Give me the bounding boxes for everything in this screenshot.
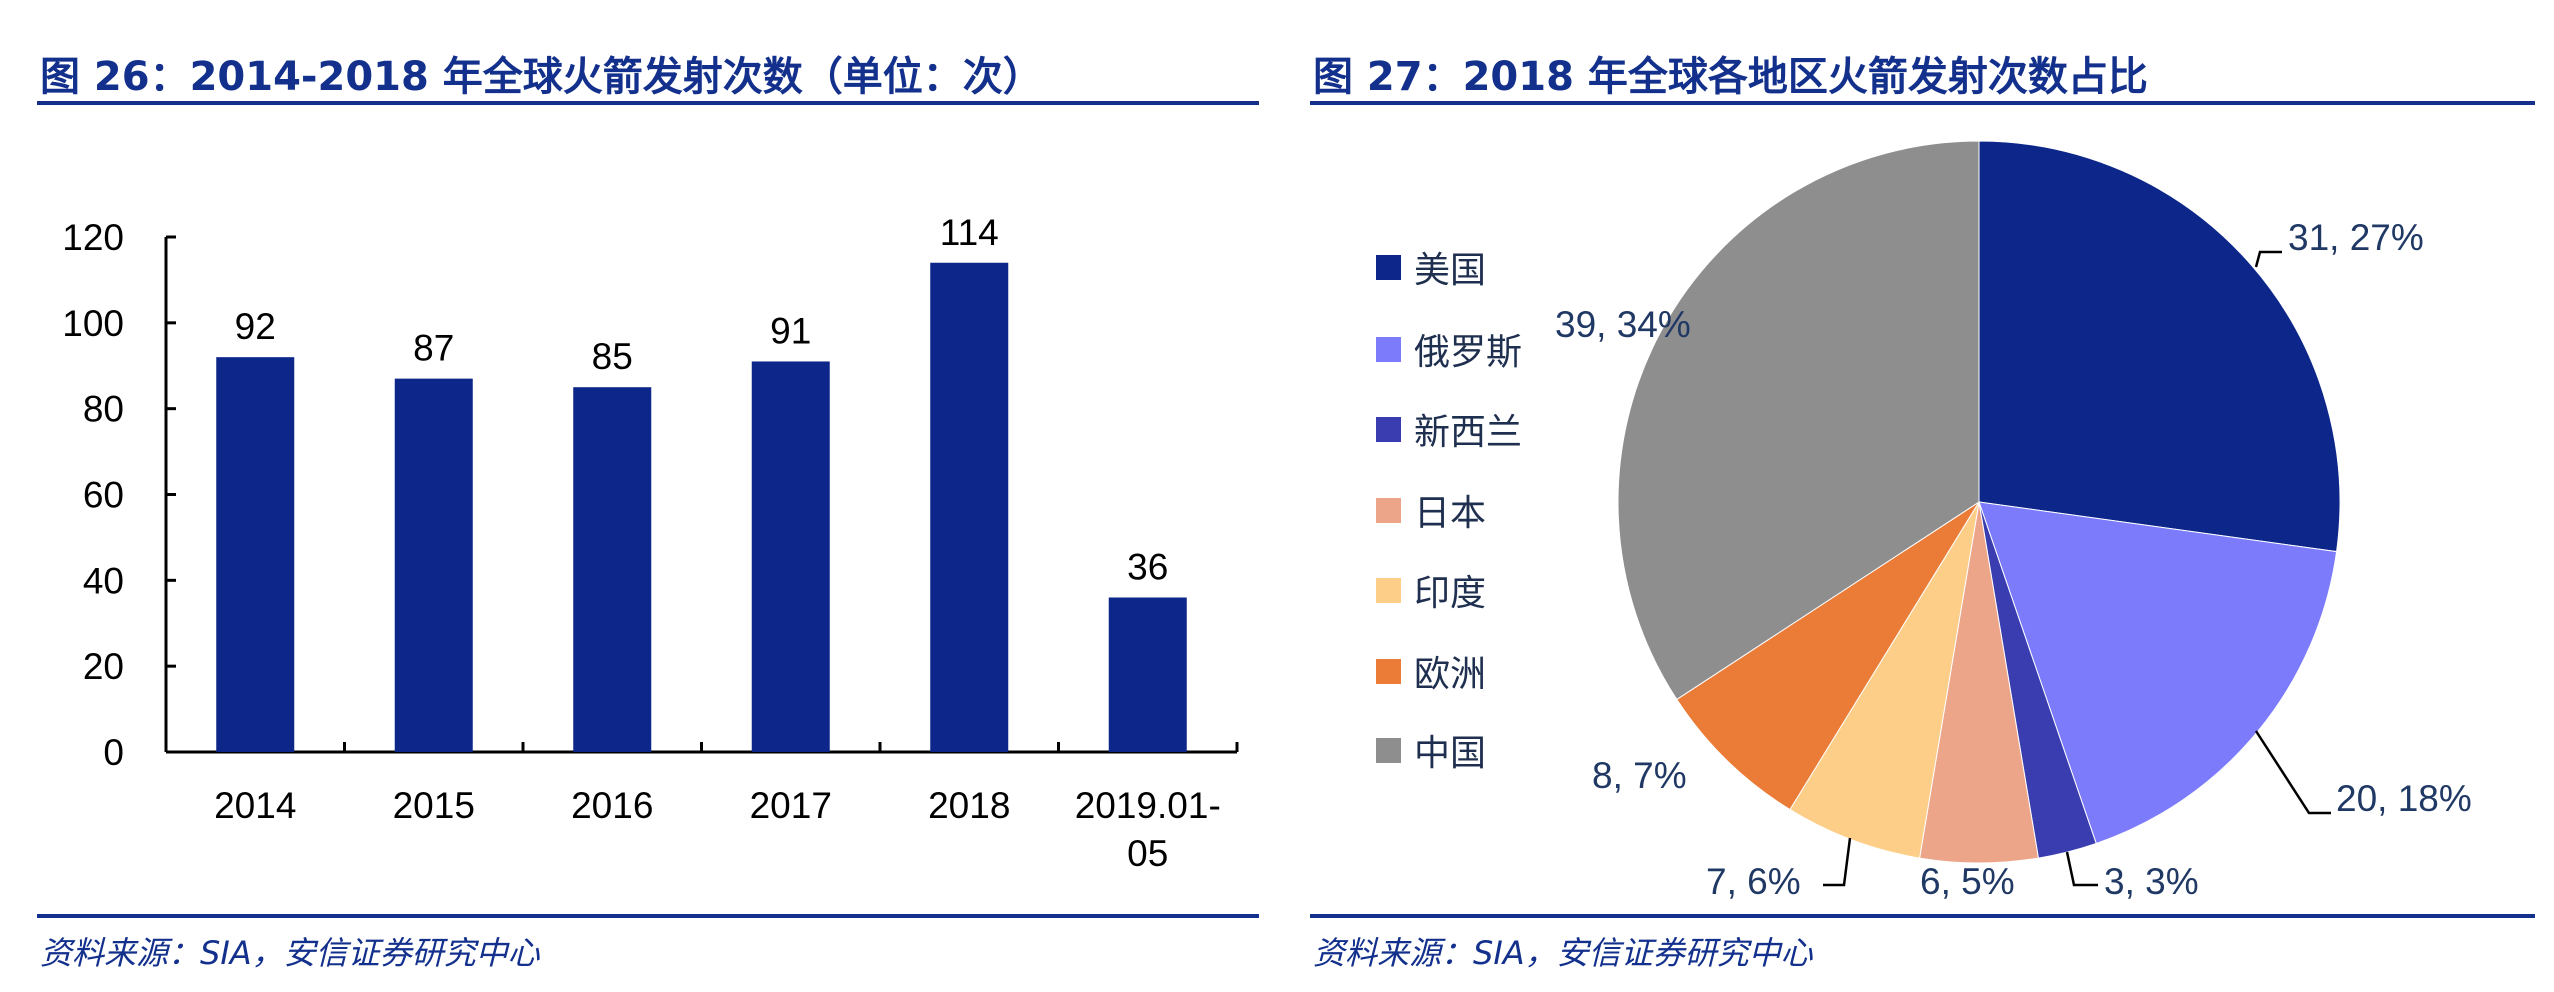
x-tick-label: 2015: [393, 785, 475, 826]
legend-item: 日本: [1376, 490, 1486, 534]
legend-item: 中国: [1376, 730, 1486, 774]
y-tick-label: 60: [83, 475, 124, 516]
pie-data-label: 7, 6%: [1706, 861, 1801, 902]
bar-source: 资料来源：SIA，安信证券研究中心: [40, 934, 540, 972]
legend-label: 日本: [1414, 493, 1487, 534]
x-tick-label: 2014: [214, 785, 296, 826]
legend-swatch: [1376, 737, 1401, 763]
bar: [216, 357, 295, 752]
y-tick-label: 120: [62, 217, 124, 258]
pie-bottom-rule: [1310, 914, 2535, 918]
y-tick-label: 0: [103, 732, 124, 773]
bar: [394, 378, 473, 752]
legend-item: 印度: [1376, 570, 1486, 614]
bar: [1108, 597, 1187, 752]
legend-swatch: [1376, 658, 1401, 684]
bar-data-label: 36: [1127, 547, 1168, 588]
pie-chart-title: 图 27：2018 年全球各地区火箭发射次数占比: [1313, 54, 2148, 100]
legend-label: 新西兰: [1414, 412, 1523, 453]
bar-data-label: 87: [413, 328, 454, 369]
legend-item: 俄罗斯: [1376, 329, 1522, 373]
leader-line: [2065, 851, 2098, 887]
legend-item: 美国: [1376, 247, 1486, 291]
legend-label: 俄罗斯: [1414, 332, 1523, 373]
pie-data-label: 31, 27%: [2288, 217, 2424, 258]
pie-data-label: 3, 3%: [2104, 861, 2199, 902]
y-tick-label: 100: [62, 303, 124, 344]
pie-title-rule: [1310, 101, 2535, 105]
y-tick-label: 40: [83, 560, 124, 601]
x-tick-label: 2017: [750, 785, 832, 826]
leader-line: [2254, 250, 2282, 268]
pie-source: 资料来源：SIA，安信证券研究中心: [1313, 934, 1813, 972]
bar-data-label: 114: [940, 212, 999, 253]
legend-swatch: [1376, 336, 1401, 362]
bar-bottom-rule: [37, 914, 1259, 918]
y-tick-label: 20: [83, 646, 124, 687]
x-tick-label: 05: [1127, 833, 1168, 874]
y-tick-label: 80: [83, 389, 124, 430]
legend-label: 欧洲: [1414, 654, 1487, 695]
legend-item: 欧洲: [1376, 651, 1486, 695]
legend-swatch: [1376, 416, 1401, 442]
pie-data-label: 6, 5%: [1920, 861, 2015, 902]
legend-label: 中国: [1414, 733, 1487, 774]
legend-item: 新西兰: [1376, 409, 1522, 453]
pie-data-label: 8, 7%: [1592, 755, 1687, 796]
bar: [751, 361, 830, 752]
bar-title-rule: [37, 101, 1259, 105]
legend-label: 印度: [1414, 573, 1487, 614]
bar-chart-title: 图 26：2014-2018 年全球火箭发射次数（单位：次）: [40, 54, 1043, 100]
pie-slice: [1978, 140, 2341, 553]
leader-line: [2254, 730, 2331, 815]
pie-slice: [1789, 501, 1980, 859]
bar-data-label: 85: [592, 336, 633, 377]
legend-swatch: [1376, 497, 1401, 523]
legend-swatch: [1376, 577, 1401, 603]
pie-slice: [1617, 140, 1980, 701]
bar: [573, 387, 652, 752]
bar-data-label: 91: [770, 310, 811, 351]
bar: [930, 262, 1009, 752]
x-tick-label: 2016: [571, 785, 653, 826]
pie-data-label: 39, 34%: [1555, 304, 1691, 345]
legend-label: 美国: [1414, 250, 1487, 291]
leader-line: [1823, 837, 1852, 887]
x-tick-label: 2019.01-: [1075, 785, 1221, 826]
legend-swatch: [1376, 254, 1401, 280]
x-tick-label: 2018: [928, 785, 1010, 826]
pie-data-label: 20, 18%: [2336, 778, 2472, 819]
pie-slice: [1676, 501, 1980, 811]
bar-data-label: 92: [235, 306, 276, 347]
